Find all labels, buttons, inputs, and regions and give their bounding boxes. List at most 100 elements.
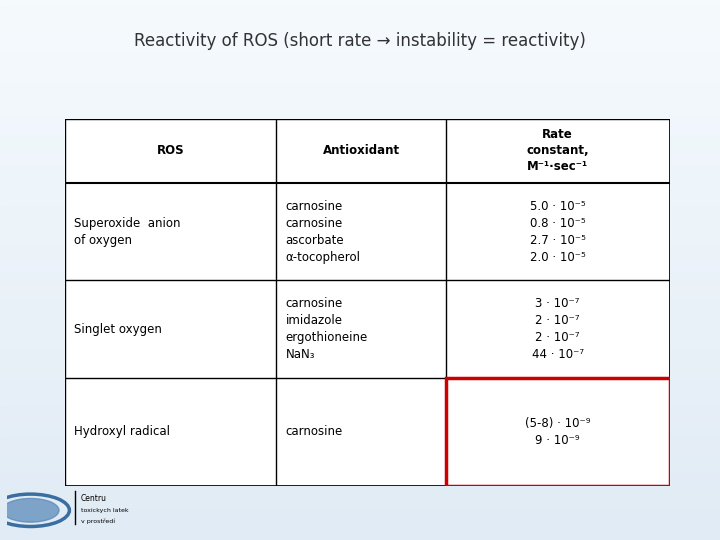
Bar — [0, 427, 720, 432]
Bar — [0, 167, 720, 173]
Bar — [0, 265, 720, 270]
Bar — [0, 448, 720, 454]
Bar — [0, 502, 720, 508]
Text: Reactivity of ROS (short rate → instability = reactivity): Reactivity of ROS (short rate → instabil… — [134, 32, 586, 50]
Circle shape — [2, 498, 59, 522]
Bar — [0, 76, 720, 81]
Bar — [0, 0, 720, 5]
Bar — [0, 464, 720, 470]
Bar — [0, 119, 720, 124]
Text: Centru: Centru — [81, 494, 107, 503]
Bar — [0, 324, 720, 329]
Bar — [0, 470, 720, 475]
Bar — [0, 11, 720, 16]
Bar — [0, 243, 720, 248]
Bar — [0, 173, 720, 178]
Bar — [0, 286, 720, 292]
Bar — [0, 421, 720, 427]
Bar — [0, 130, 720, 135]
Bar — [0, 410, 720, 416]
Bar — [0, 151, 720, 157]
Bar — [0, 259, 720, 265]
Bar — [0, 373, 720, 378]
Bar — [0, 394, 720, 400]
Text: 3 · 10⁻⁷
2 · 10⁻⁷
2 · 10⁻⁷
44 · 10⁻⁷: 3 · 10⁻⁷ 2 · 10⁻⁷ 2 · 10⁻⁷ 44 · 10⁻⁷ — [531, 297, 584, 361]
Bar — [0, 508, 720, 513]
Bar — [0, 59, 720, 65]
Bar — [0, 54, 720, 59]
Bar — [0, 146, 720, 151]
Text: 5.0 · 10⁻⁵
0.8 · 10⁻⁵
2.7 · 10⁻⁵
2.0 · 10⁻⁵: 5.0 · 10⁻⁵ 0.8 · 10⁻⁵ 2.7 · 10⁻⁵ 2.0 · 1… — [530, 200, 585, 264]
Bar — [0, 113, 720, 119]
Bar — [0, 416, 720, 421]
Bar — [0, 184, 720, 189]
Bar — [0, 43, 720, 49]
Bar — [0, 443, 720, 448]
Bar — [0, 389, 720, 394]
Bar — [0, 65, 720, 70]
Bar — [0, 400, 720, 405]
Bar — [0, 49, 720, 54]
Bar — [0, 346, 720, 351]
Bar — [0, 432, 720, 437]
Bar — [0, 297, 720, 302]
Bar — [0, 335, 720, 340]
Bar — [0, 518, 720, 524]
Bar — [0, 103, 720, 108]
Bar — [0, 178, 720, 184]
Bar — [0, 362, 720, 367]
Bar — [0, 535, 720, 540]
Bar — [0, 86, 720, 92]
Bar — [0, 459, 720, 464]
Bar — [0, 270, 720, 275]
Text: Singlet oxygen: Singlet oxygen — [74, 322, 162, 335]
Bar — [0, 491, 720, 497]
Text: carnosine
carnosine
ascorbate
α-tocopherol: carnosine carnosine ascorbate α-tocopher… — [286, 200, 361, 264]
Text: Superoxide  anion
of oxygen: Superoxide anion of oxygen — [74, 217, 181, 247]
Text: Antioxidant: Antioxidant — [323, 144, 400, 158]
Bar — [0, 275, 720, 281]
Text: toxickych latek: toxickych latek — [81, 508, 129, 513]
Text: carnosine: carnosine — [286, 426, 343, 438]
Bar — [0, 216, 720, 221]
Bar — [0, 248, 720, 254]
Bar — [0, 32, 720, 38]
Bar — [446, 377, 670, 486]
Bar — [0, 221, 720, 227]
Bar — [0, 340, 720, 346]
Bar — [0, 351, 720, 356]
Bar — [0, 157, 720, 162]
Text: carnosine
imidazole
ergothioneine
NaN₃: carnosine imidazole ergothioneine NaN₃ — [286, 297, 368, 361]
Bar — [0, 405, 720, 410]
Bar — [0, 205, 720, 211]
Text: Rate
constant,
M⁻¹·sec⁻¹: Rate constant, M⁻¹·sec⁻¹ — [526, 129, 589, 173]
Bar — [0, 329, 720, 335]
Bar — [0, 281, 720, 286]
Bar — [0, 200, 720, 205]
Bar — [0, 232, 720, 238]
Bar — [0, 308, 720, 313]
Bar — [0, 135, 720, 140]
Bar — [0, 16, 720, 22]
Bar — [0, 481, 720, 486]
Bar — [0, 108, 720, 113]
Bar — [0, 319, 720, 324]
Text: ROS: ROS — [157, 144, 184, 158]
Bar — [0, 437, 720, 443]
Bar — [0, 70, 720, 76]
Bar — [0, 92, 720, 97]
Bar — [0, 189, 720, 194]
Bar — [0, 497, 720, 502]
Bar — [0, 194, 720, 200]
Bar — [0, 313, 720, 319]
Bar — [0, 367, 720, 373]
Bar — [0, 238, 720, 243]
Bar — [0, 227, 720, 232]
Bar — [0, 383, 720, 389]
Bar — [0, 97, 720, 103]
Bar — [0, 22, 720, 27]
Text: Hydroxyl radical: Hydroxyl radical — [74, 426, 170, 438]
Bar — [0, 292, 720, 297]
Bar — [0, 38, 720, 43]
Bar — [0, 486, 720, 491]
